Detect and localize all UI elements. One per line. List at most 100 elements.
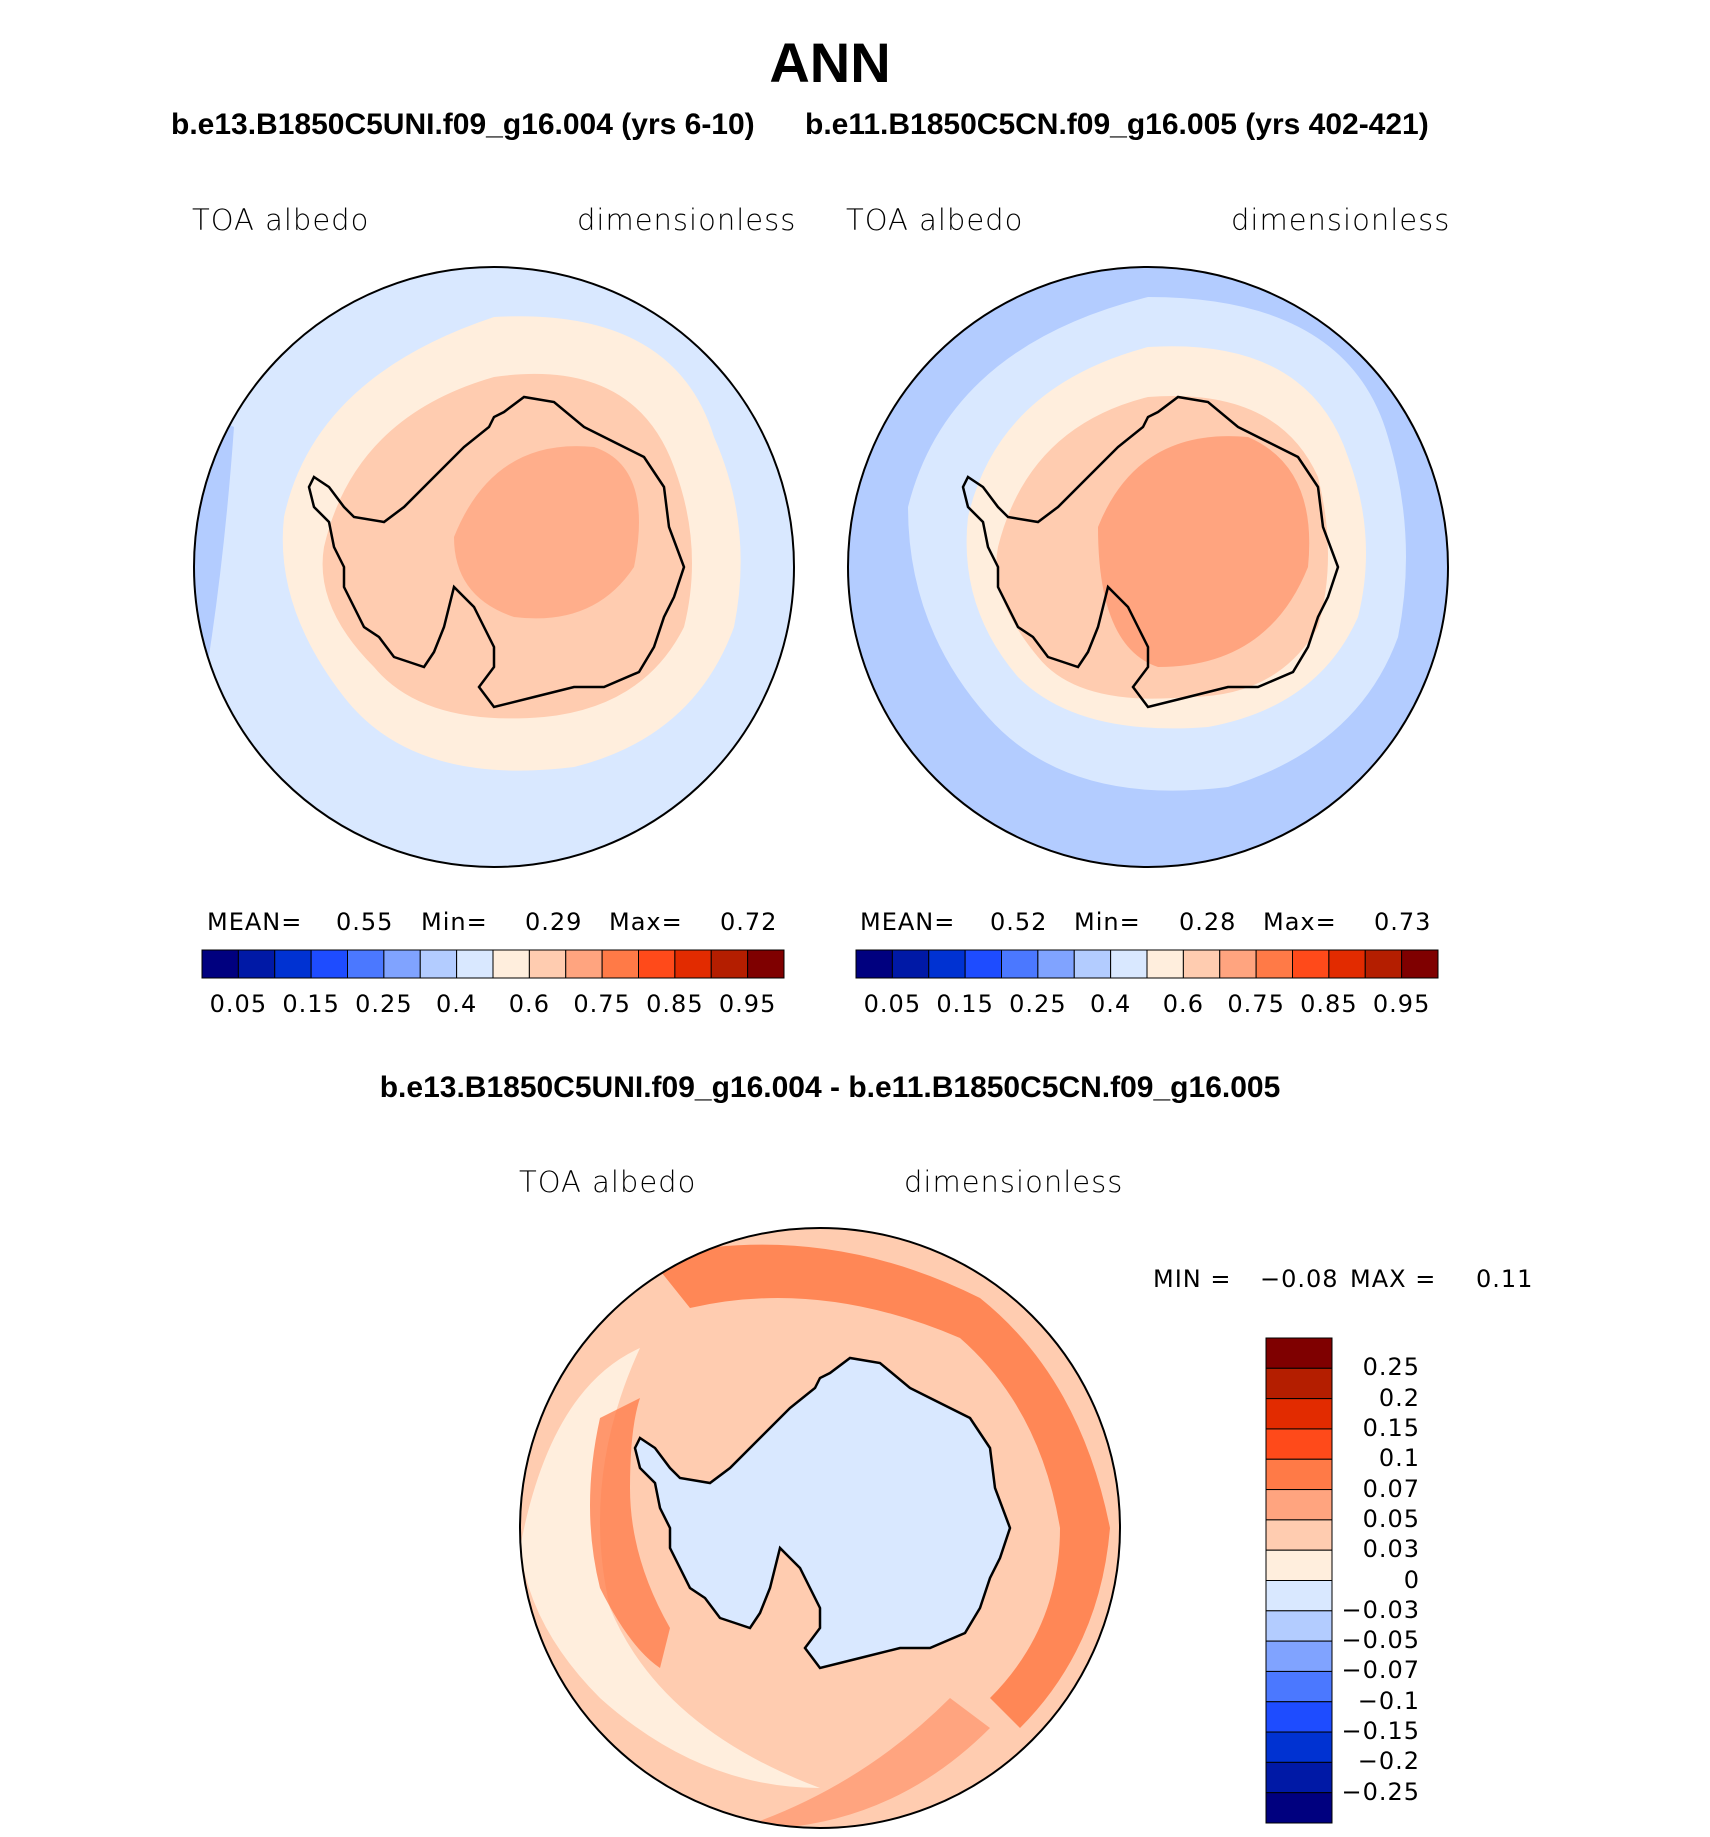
colorbar-swatch	[383, 949, 421, 979]
difference-colorbar-ticks: 0.25 0.2 0.15 0.1 0.07 0.05 0.03 0 −0.03 −0.05 −0.…	[1340, 1338, 1480, 1823]
colorbar-swatch	[601, 949, 639, 979]
colorbar-swatch	[1037, 949, 1075, 979]
colorbar-tick-label: 0.05	[863, 990, 922, 1018]
colorbar-swatch	[1265, 1398, 1333, 1430]
colorbar-swatch	[274, 949, 312, 979]
colorbar-swatch	[1265, 1701, 1333, 1733]
strong-band-west	[590, 1398, 670, 1668]
colorbar-swatch	[1292, 949, 1330, 979]
colorbar-swatch	[1401, 949, 1439, 979]
colorbar-tick-label: −0.07	[1341, 1656, 1420, 1685]
colorbar-swatch	[201, 949, 239, 979]
right-mean-value: 0.52	[990, 908, 1048, 936]
left-polar-map	[193, 266, 795, 868]
mid-band	[740, 1698, 990, 1828]
colorbar-swatch	[638, 949, 676, 979]
colorbar-swatch	[1265, 1670, 1333, 1703]
colorbar-swatch	[1265, 1428, 1333, 1460]
right-colorbar-ticks: 0.05 0.15 0.25 0.4 0.6 0.75 0.85 0.95	[856, 990, 1438, 1020]
right-min-label: Min=	[1074, 908, 1141, 936]
colorbar-tick-label: 0.4	[436, 990, 478, 1018]
colorbar-swatch	[565, 949, 603, 979]
colorbar-tick-label: 0.4	[1090, 990, 1132, 1018]
colorbar-tick-label: −0.2	[1357, 1747, 1420, 1776]
right-units-label: dimensionless	[1231, 203, 1451, 237]
colorbar-tick-label: 0.15	[282, 990, 340, 1018]
colorbar-swatch	[310, 949, 348, 979]
colorbar-tick-label: 0.05	[209, 990, 268, 1018]
colorbar-swatch	[1265, 1580, 1333, 1612]
colorbar-tick-label: −0.25	[1341, 1777, 1420, 1806]
left-case-title: b.e13.B1850C5UNI.f09_g16.004 (yrs 6-10)	[171, 108, 755, 141]
left-units-label: dimensionless	[577, 203, 797, 237]
colorbar-tick-label: 0.25	[1009, 990, 1067, 1018]
colorbar-swatch	[1265, 1549, 1333, 1581]
colorbar-swatch	[1110, 949, 1148, 979]
left-colorbar-ticks: 0.05 0.15 0.25 0.4 0.6 0.75 0.85 0.95	[202, 990, 784, 1020]
colorbar-swatch	[1265, 1610, 1333, 1642]
colorbar-swatch	[747, 949, 785, 979]
colorbar-swatch	[1219, 949, 1257, 979]
colorbar-tick-label: 0.2	[1378, 1383, 1420, 1412]
colorbar-tick-label: 0	[1403, 1565, 1420, 1594]
right-max-value: 0.73	[1374, 908, 1432, 936]
colorbar-tick-label: 0.6	[1162, 990, 1204, 1018]
colorbar-tick-label: 0.15	[936, 990, 994, 1018]
colorbar-tick-label: 0.25	[355, 990, 413, 1018]
colorbar-tick-label: −0.03	[1341, 1595, 1420, 1624]
colorbar-swatch	[1255, 949, 1293, 979]
diff-max-label: MAX =	[1350, 1265, 1437, 1293]
colorbar-swatch	[964, 949, 1002, 979]
colorbar-swatch	[456, 949, 494, 979]
diff-max-value: 0.11	[1476, 1265, 1534, 1293]
colorbar-swatch	[419, 949, 458, 979]
colorbar-tick-label: 0.03	[1362, 1535, 1420, 1564]
left-mean-value: 0.55	[336, 908, 394, 936]
colorbar-swatch	[1265, 1489, 1333, 1521]
colorbar-swatch	[1182, 949, 1221, 979]
colorbar-tick-label: 0.07	[1362, 1474, 1420, 1503]
colorbar-tick-label: 0.95	[718, 990, 777, 1018]
colorbar-swatch	[528, 949, 567, 979]
left-min-label: Min=	[421, 908, 488, 936]
colorbar-tick-label: 0.25	[1362, 1353, 1420, 1382]
diff-units-label: dimensionless	[904, 1165, 1124, 1199]
right-mean-label: MEAN=	[860, 908, 956, 936]
colorbar-tick-label: −0.1	[1357, 1686, 1420, 1715]
colorbar-tick-label: −0.15	[1341, 1717, 1420, 1746]
left-mean-label: MEAN=	[207, 908, 303, 936]
colorbar-swatch	[1073, 949, 1112, 979]
left-min-value: 0.29	[525, 908, 583, 936]
difference-colorbar	[1265, 1337, 1333, 1824]
right-variable-label: TOA albedo	[846, 203, 1024, 237]
difference-title: b.e13.B1850C5UNI.f09_g16.004 - b.e11.B18…	[379, 1071, 1281, 1104]
interior-high	[454, 446, 639, 619]
colorbar-swatch	[1265, 1761, 1333, 1794]
colorbar-swatch	[1265, 1519, 1333, 1551]
right-case-title: b.e11.B1850C5CN.f09_g16.005 (yrs 402-421…	[805, 108, 1429, 141]
right-max-label: Max=	[1263, 908, 1337, 936]
colorbar-swatch	[1001, 949, 1039, 979]
interior-high	[1098, 436, 1310, 667]
colorbar-swatch	[347, 949, 385, 979]
colorbar-tick-label: 0.85	[1300, 990, 1358, 1018]
colorbar-tick-label: −0.05	[1341, 1626, 1420, 1655]
colorbar-swatch	[1265, 1640, 1333, 1672]
right-polar-map	[847, 266, 1449, 868]
difference-polar-map	[519, 1227, 1121, 1829]
colorbar-tick-label: 0.15	[1362, 1413, 1420, 1442]
colorbar-tick-label: 0.85	[646, 990, 704, 1018]
colorbar-swatch	[1265, 1458, 1333, 1491]
strong-band-outer	[650, 1244, 1110, 1728]
colorbar-swatch	[1328, 949, 1366, 979]
colorbar-swatch	[1364, 949, 1403, 979]
page-title: ANN	[769, 31, 891, 94]
colorbar-swatch	[1265, 1337, 1333, 1369]
colorbar-tick-label: 0.05	[1362, 1504, 1420, 1533]
diff-min-value: −0.08	[1260, 1265, 1339, 1293]
diff-variable-label: TOA albedo	[519, 1165, 697, 1199]
colorbar-swatch	[855, 949, 893, 979]
colorbar-swatch	[710, 949, 749, 979]
left-max-value: 0.72	[720, 908, 778, 936]
colorbar-swatch	[1265, 1367, 1333, 1400]
